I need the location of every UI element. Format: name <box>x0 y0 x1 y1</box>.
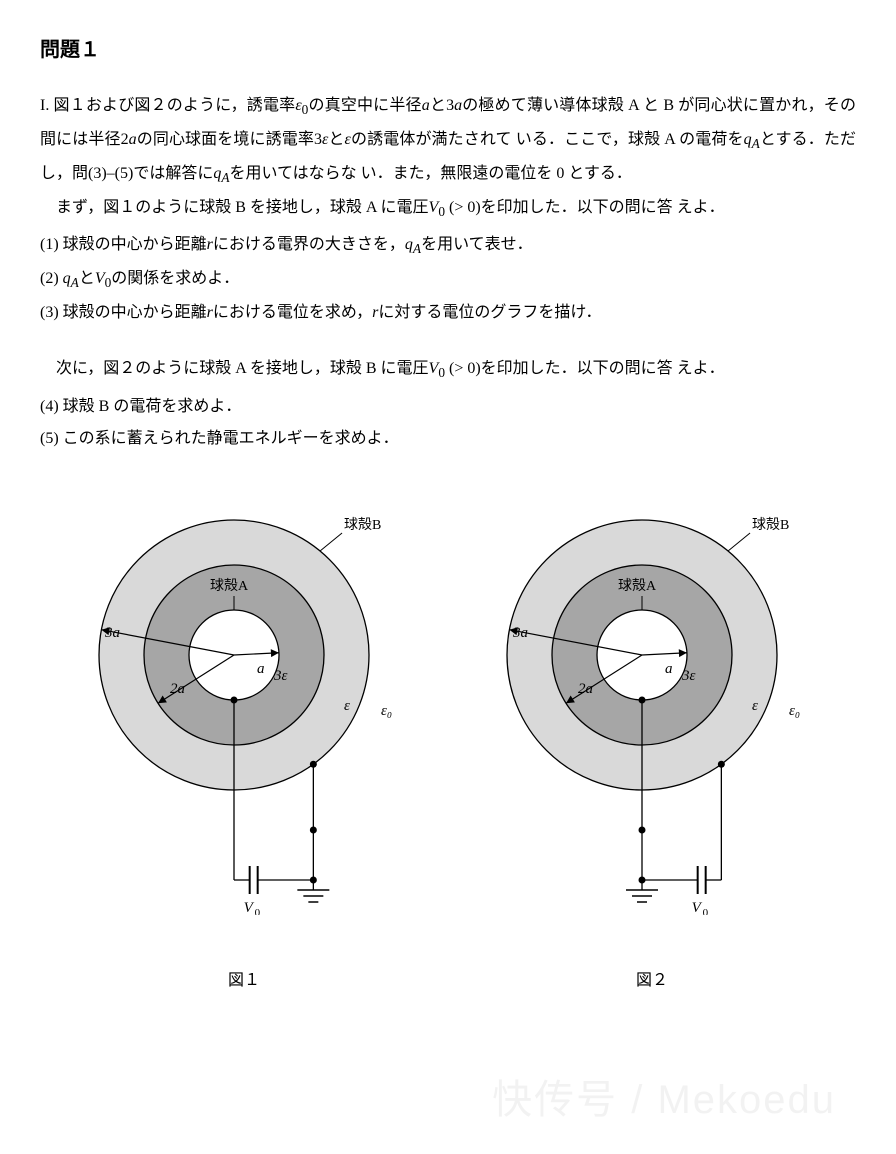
svg-text:球殻A: 球殻A <box>210 578 249 594</box>
svg-text:ε₀: ε₀ <box>789 703 800 719</box>
figure-1-caption: 図１ <box>228 965 260 997</box>
svg-text:3ε: 3ε <box>681 668 696 684</box>
var-qA: qA <box>213 165 229 182</box>
svg-text:3ε: 3ε <box>273 668 288 684</box>
var-eps: ε <box>345 131 351 148</box>
figure-2-svg: a 2a 3a 3ε ε ε₀ 球殻A 球殻B V0 <box>467 495 837 915</box>
svg-text:球殻B: 球殻B <box>344 517 381 533</box>
svg-text:ε₀: ε₀ <box>381 703 392 719</box>
svg-text:V: V <box>692 900 703 915</box>
var-V0: V0 <box>429 199 445 216</box>
svg-text:2a: 2a <box>170 681 185 697</box>
figure-1-svg: a 2a 3a 3ε ε ε₀ 球殻A 球殻B V0 <box>59 495 429 915</box>
question-5: (5) この系に蓄えられた静電エネルギーを求めよ． <box>40 423 856 455</box>
question-4: (4) 球殻 B の電荷を求めよ． <box>40 391 856 423</box>
figure-1: a 2a 3a 3ε ε ε₀ 球殻A 球殻B V0 図１ <box>59 495 429 997</box>
question-list-1: (1) 球殻の中心から距離rにおける電界の大きさを，qAを用いて表せ． (2) … <box>40 229 856 329</box>
svg-text:0: 0 <box>703 907 709 915</box>
svg-text:球殻A: 球殻A <box>618 578 657 594</box>
watermark-text: 快传号 / Mekoedu <box>492 1060 836 1140</box>
var-3a: 3a <box>446 97 462 114</box>
figure-2: a 2a 3a 3ε ε ε₀ 球殻A 球殻B V0 図２ <box>467 495 837 997</box>
intro-paragraph-3: 次に，図２のように球殻 A を接地し，球殻 B に電圧V0 (> 0)を印加した… <box>40 353 856 387</box>
svg-text:ε: ε <box>752 698 758 714</box>
var-V0: V0 <box>429 360 445 377</box>
figures-row: a2a3a3εεε₀球殻A球殻BV0 図１ a2a3a3εεε₀球殻A球殻BV0… <box>40 495 856 997</box>
var-eps0: ε0 <box>295 97 308 114</box>
svg-text:a: a <box>665 661 673 677</box>
svg-text:0: 0 <box>255 907 261 915</box>
question-2: (2) qAとV0の関係を求めよ． <box>40 263 856 297</box>
question-list-2: (4) 球殻 B の電荷を求めよ． (5) この系に蓄えられた静電エネルギーを求… <box>40 391 856 455</box>
svg-text:3a: 3a <box>512 625 528 641</box>
svg-text:V: V <box>244 900 255 915</box>
svg-text:2a: 2a <box>578 681 593 697</box>
var-a: a <box>422 97 430 114</box>
svg-text:3a: 3a <box>104 625 120 641</box>
question-3: (3) 球殻の中心から距離rにおける電位を求め，rに対する電位のグラフを描け． <box>40 297 856 329</box>
problem-title: 問題１ <box>40 30 856 70</box>
question-1: (1) 球殻の中心から距離rにおける電界の大きさを，qAを用いて表せ． <box>40 229 856 263</box>
svg-text:ε: ε <box>344 698 350 714</box>
intro-paragraph-1: I. 図１および図２のように，誘電率ε0の真空中に半径aと3aの極めて薄い導体球… <box>40 90 856 192</box>
svg-text:球殻B: 球殻B <box>752 517 789 533</box>
svg-text:a: a <box>257 661 265 677</box>
intro-paragraph-2: まず，図１のように球殻 B を接地し，球殻 A に電圧V0 (> 0)を印加した… <box>40 192 856 226</box>
figure-2-caption: 図２ <box>636 965 668 997</box>
var-3eps: 3ε <box>314 131 328 148</box>
var-2a: 2a <box>121 131 137 148</box>
var-qA: qA <box>744 131 760 148</box>
